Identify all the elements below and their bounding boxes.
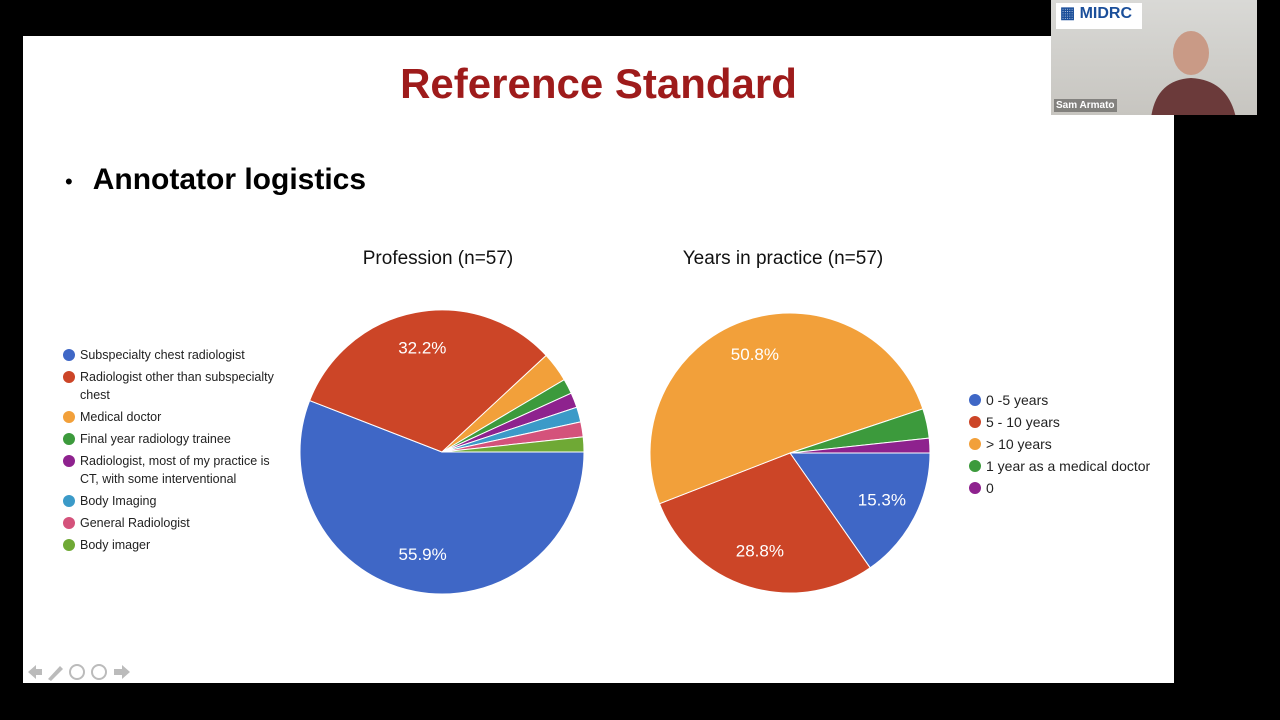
legend-item: Medical doctor xyxy=(63,408,288,426)
participant-name: Sam Armato xyxy=(1054,99,1117,112)
pie-slice xyxy=(658,452,871,594)
legend-item: Radiologist other than subspecialty ches… xyxy=(63,368,288,404)
more-button[interactable] xyxy=(91,664,107,680)
legend-label: 0 -5 years xyxy=(986,392,1049,408)
slide: Reference Standard • Annotator logistics xyxy=(23,36,1174,683)
legend-swatch xyxy=(63,349,75,361)
logo: ▦ MIDRC xyxy=(1056,3,1142,29)
pen-button[interactable] xyxy=(48,666,63,681)
legend-item: 5 - 10 years xyxy=(969,413,1169,431)
legend-swatch xyxy=(969,416,981,428)
data-label: 32.2% xyxy=(398,338,446,357)
person xyxy=(1151,31,1236,115)
bullet-text: Annotator logistics xyxy=(92,163,367,196)
legend-swatch xyxy=(63,433,75,445)
video-tile: ▦ MIDRC Sam Armato xyxy=(1051,0,1257,115)
legend-item: Body imager xyxy=(63,536,288,554)
next-button[interactable] xyxy=(114,665,130,679)
legend-item: Final year radiology trainee xyxy=(63,430,288,448)
legend-label: Body imager xyxy=(80,538,151,552)
legend-item: General Radiologist xyxy=(63,514,288,532)
legend: 0 -5 years 5 - 10 years > 10 years 1 year a… xyxy=(969,391,1169,501)
legend-label: Radiologist other than subspecialty ches… xyxy=(80,370,274,402)
pie-slice xyxy=(789,437,931,454)
pie-slice xyxy=(649,312,924,505)
legend-label: Medical doctor xyxy=(80,410,162,424)
legend-swatch xyxy=(969,482,981,494)
pie-slice xyxy=(299,399,585,595)
legend-label: Final year radiology trainee xyxy=(80,432,231,446)
data-label: 55.9% xyxy=(399,545,447,564)
legend-label: General Radiologist xyxy=(80,516,190,530)
legend-item: > 10 years xyxy=(969,435,1169,453)
legend-label: 0 xyxy=(986,480,994,496)
legend-swatch xyxy=(63,495,75,507)
legend-label: Radiologist, most of my practice is CT, … xyxy=(80,454,270,486)
legend-label: Subspecialty chest radiologist xyxy=(80,348,245,362)
legend-item: 1 year as a medical doctor xyxy=(969,457,1169,475)
chart-title: Profession (n=57) xyxy=(363,248,514,269)
legend: Subspecialty chest radiologist Radiologis… xyxy=(63,346,288,558)
slide-toolbar[interactable] xyxy=(26,662,136,684)
legend-item: 0 xyxy=(969,479,1169,497)
legend-swatch xyxy=(63,539,75,551)
prev-button[interactable] xyxy=(28,665,42,679)
data-label: 28.8% xyxy=(736,542,784,561)
data-label: 15.3% xyxy=(858,490,906,509)
legend-swatch xyxy=(969,460,981,472)
slide-title: Reference Standard xyxy=(400,60,797,107)
legend-label: Body Imaging xyxy=(80,494,157,508)
legend-swatch xyxy=(969,394,981,406)
pie-slice xyxy=(441,436,585,453)
legend-label: > 10 years xyxy=(986,436,1052,452)
legend-swatch xyxy=(969,438,981,450)
legend-swatch xyxy=(63,455,75,467)
legend-item: Radiologist, most of my practice is CT, … xyxy=(63,452,288,488)
pie-slice xyxy=(308,309,547,453)
data-label: 50.8% xyxy=(731,345,779,364)
pie-slice xyxy=(789,452,931,569)
legend-item: Body Imaging xyxy=(63,492,288,510)
legend-swatch xyxy=(63,411,75,423)
logo-text: MIDRC xyxy=(1079,5,1132,22)
legend-item: Subspecialty chest radiologist xyxy=(63,346,288,364)
legend-item: 0 -5 years xyxy=(969,391,1169,409)
view-button[interactable] xyxy=(69,664,85,680)
legend-label: 1 year as a medical doctor xyxy=(986,458,1151,474)
chart-title: Years in practice (n=57) xyxy=(683,248,884,269)
bullet: • Annotator logistics xyxy=(65,163,367,196)
legend-swatch xyxy=(63,371,75,383)
legend-label: 5 - 10 years xyxy=(986,414,1060,430)
legend-swatch xyxy=(63,517,75,529)
